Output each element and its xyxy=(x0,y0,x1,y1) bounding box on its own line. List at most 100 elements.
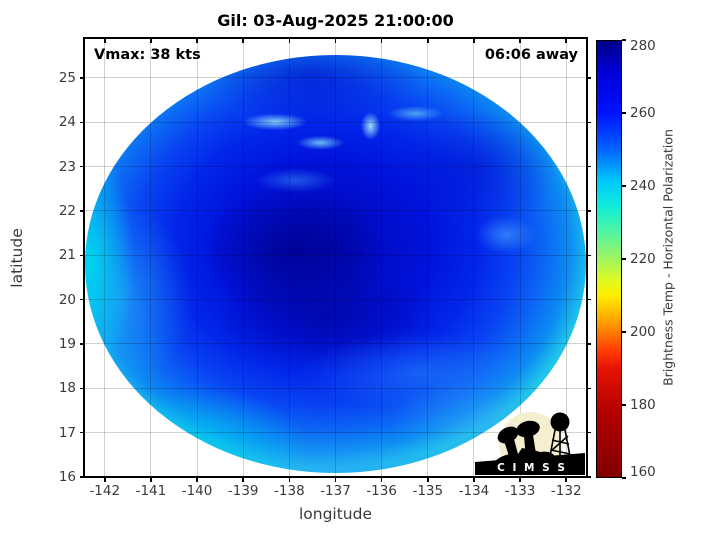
colorbar-tick-label: 160 xyxy=(630,464,656,480)
x-tick-bottom xyxy=(104,476,106,482)
x-tick-label: -138 xyxy=(274,483,305,499)
x-tick-top xyxy=(473,38,475,43)
x-gridline xyxy=(104,38,106,477)
y-tick-right xyxy=(586,121,591,123)
x-tick-bottom xyxy=(380,476,383,482)
y-gridline xyxy=(84,432,587,434)
time-away-annotation: 06:06 away xyxy=(484,47,578,63)
y-gridline xyxy=(84,121,587,123)
x-tick-bottom xyxy=(473,476,475,482)
y-gridline xyxy=(84,299,587,301)
x-tick-label: -137 xyxy=(320,483,351,499)
colorbar-tick-label: 260 xyxy=(630,105,656,121)
y-tick-left xyxy=(80,343,85,345)
satellite-swath-image xyxy=(84,54,587,474)
y-tick-left xyxy=(80,431,85,434)
x-gridline xyxy=(565,38,567,477)
x-tick-top xyxy=(565,38,567,43)
y-tick-left xyxy=(80,121,85,123)
y-tick-right xyxy=(586,210,591,212)
y-tick-right xyxy=(586,387,591,390)
x-tick-label: -136 xyxy=(366,483,397,499)
x-tick-label: -140 xyxy=(181,483,213,499)
x-tick-bottom xyxy=(427,476,429,482)
water-tower-tank xyxy=(550,412,570,432)
x-tick-label: -132 xyxy=(550,483,582,499)
x-tick-label: -141 xyxy=(135,483,167,499)
x-gridline xyxy=(519,38,521,477)
colorbar-tick-label: 200 xyxy=(630,324,656,340)
y-gridline xyxy=(84,387,587,389)
y-tick-right xyxy=(586,476,591,478)
y-gridline xyxy=(84,166,587,168)
x-gridline xyxy=(196,38,198,477)
y-tick-label: 17 xyxy=(58,424,76,441)
x-tick-top xyxy=(242,38,244,43)
colorbar-tick xyxy=(622,477,626,479)
colorbar-title: Brightness Temp - Horizontal Polarizatio… xyxy=(660,129,676,386)
y-gridline xyxy=(84,343,587,345)
cimss-logo: C I M S S xyxy=(475,412,585,476)
y-tick-left xyxy=(80,254,85,257)
x-tick-bottom xyxy=(519,476,521,482)
x-tick-top xyxy=(334,38,337,43)
x-tick-top xyxy=(519,38,521,43)
vmax-annotation: Vmax: 38 kts xyxy=(94,47,201,63)
colorbar-tick-label: 220 xyxy=(630,251,656,267)
y-gridline xyxy=(84,210,587,212)
y-tick-label: 20 xyxy=(58,291,76,308)
y-gridline xyxy=(84,77,587,79)
y-tick-left xyxy=(80,77,85,79)
colorbar xyxy=(596,40,622,478)
x-tick-label: -142 xyxy=(89,483,121,499)
chart-title: Gil: 03-Aug-2025 21:00:00 xyxy=(217,11,454,30)
colorbar-tick xyxy=(622,112,626,114)
x-tick-label: -134 xyxy=(458,483,490,499)
colorbar-tick xyxy=(622,404,626,406)
y-tick-right xyxy=(586,343,591,345)
logo-banner xyxy=(475,453,585,475)
y-tick-label: 16 xyxy=(58,469,76,485)
x-tick-label: -135 xyxy=(412,483,444,499)
y-tick-right xyxy=(586,254,591,257)
y-tick-left xyxy=(80,387,85,390)
x-gridline xyxy=(288,38,290,477)
colorbar-tick xyxy=(622,185,626,187)
colorbar-tick-label: 180 xyxy=(630,397,656,413)
plot-area: Vmax: 38 kts 06:06 away C I M S S xyxy=(80,37,591,482)
x-tick-top xyxy=(380,38,383,43)
x-tick-bottom xyxy=(242,476,244,482)
y-tick-label: 23 xyxy=(58,158,76,175)
x-tick-bottom xyxy=(565,476,567,482)
x-tick-bottom xyxy=(334,476,337,482)
x-gridline xyxy=(335,38,336,477)
colorbar-tick xyxy=(622,39,626,41)
x-tick-label: -133 xyxy=(504,483,536,499)
y-tick-left xyxy=(80,298,85,301)
y-tick-label: 21 xyxy=(58,247,76,264)
x-tick-top xyxy=(196,38,198,43)
y-tick-right xyxy=(586,77,591,79)
x-tick-top xyxy=(104,38,106,43)
y-axis-label: latitude xyxy=(8,228,26,288)
colorbar-tick-label: 240 xyxy=(630,178,656,194)
y-tick-right xyxy=(586,165,591,168)
y-tick-left xyxy=(80,476,85,478)
y-tick-left xyxy=(80,165,85,168)
x-tick-top xyxy=(288,38,291,43)
y-tick-label: 19 xyxy=(58,335,76,352)
y-tick-label: 25 xyxy=(58,69,76,86)
x-gridline xyxy=(473,38,475,477)
x-gridline xyxy=(427,38,429,477)
x-axis-label: longitude xyxy=(298,505,373,523)
x-gridline xyxy=(381,38,383,477)
y-tick-right xyxy=(586,431,591,434)
y-tick-label: 24 xyxy=(58,114,76,131)
x-gridline xyxy=(150,38,152,477)
x-tick-label: -139 xyxy=(227,483,259,499)
y-tick-right xyxy=(586,298,591,301)
y-gridline xyxy=(84,254,587,256)
y-tick-left xyxy=(80,210,85,212)
x-gridline xyxy=(242,38,244,477)
